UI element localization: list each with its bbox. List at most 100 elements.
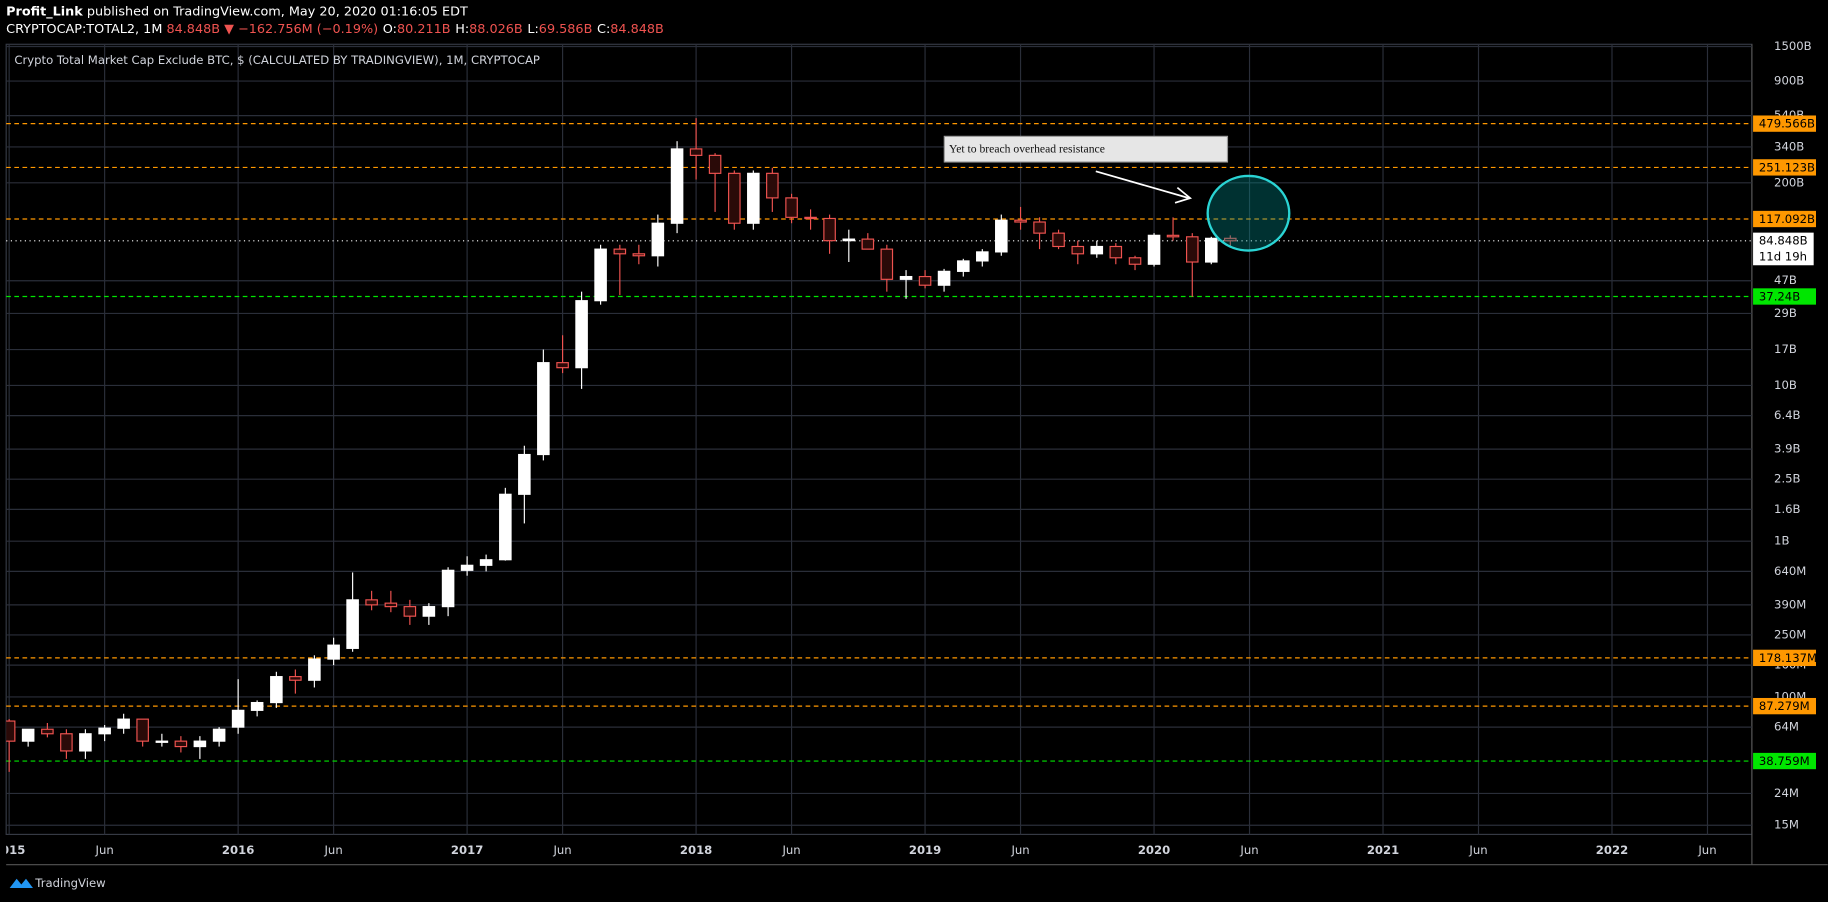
candle-body [1166, 234, 1180, 238]
x-tick-label: 2019 [909, 843, 941, 857]
y-tick-label: 6.4B [1774, 408, 1801, 422]
candle-body [708, 154, 722, 174]
chart-title: Crypto Total Market Cap Exclude BTC, $ (… [14, 53, 540, 67]
y-tick-label: 640M [1774, 564, 1806, 578]
y-tick-label: 1500B [1774, 39, 1812, 53]
footer: TradingView [34, 876, 106, 890]
x-tick-label: 2016 [222, 843, 254, 857]
candle-body [212, 728, 226, 742]
candle-body [41, 728, 54, 735]
candle-body [365, 599, 378, 606]
level-tag-label: 37.24B [1759, 290, 1800, 304]
candle-body [785, 197, 798, 218]
countdown: 11d 19h [1759, 250, 1807, 264]
arrow [1095, 170, 1190, 199]
candle-body [499, 493, 512, 561]
candle-body [193, 740, 207, 748]
candle-body [613, 248, 627, 255]
candle-body [21, 728, 35, 742]
candle-body [556, 362, 569, 369]
highlight-circle [1206, 174, 1291, 252]
last-price-tag [1753, 232, 1814, 266]
candle-body [766, 172, 779, 199]
y-tick-label: 1B [1774, 534, 1789, 548]
y-tick-label: 15M [1774, 818, 1799, 832]
header-line: Profit_Link published on TradingView.com… [6, 4, 468, 19]
candle-body [995, 219, 1008, 253]
y-tick-label: 390M [1774, 597, 1806, 611]
candle-body [231, 709, 245, 728]
candle-body [747, 172, 760, 224]
candle-body [60, 733, 73, 752]
candle-body [1185, 236, 1199, 263]
candle-body [155, 740, 169, 743]
x-tick-label: Jun [552, 843, 571, 857]
ohlc-label: H: [455, 22, 469, 37]
grid [6, 44, 1752, 835]
x-tick-label: Jun [324, 843, 343, 857]
ohlc-label: C: [597, 22, 610, 37]
y-tick-label: 29B [1774, 306, 1797, 320]
candle-body [174, 740, 188, 748]
level-tag-label: 251.123B [1759, 160, 1815, 174]
candle-body [1205, 237, 1218, 263]
y-tick-label: 1.6B [1774, 502, 1801, 516]
candle-body [632, 253, 646, 257]
candle-body [6, 720, 16, 742]
x-tick-label: Jun [781, 843, 800, 857]
candle-body [728, 172, 741, 224]
level-tag [1753, 697, 1816, 715]
ohlc-value: 80.211B [397, 22, 451, 37]
candle-body [1033, 221, 1046, 234]
last: 84.848B [166, 22, 220, 37]
candle-body [880, 248, 894, 280]
candle-body [422, 606, 436, 617]
candle-body [384, 602, 398, 608]
x-tick-label: 2018 [680, 843, 712, 857]
x-tick-label: Jun [95, 843, 114, 857]
published: published on TradingView.com, May 20, 20… [87, 4, 468, 19]
candle-body [1128, 257, 1142, 265]
last-price-label: 84.848B [1759, 233, 1808, 247]
candle-body [460, 564, 474, 571]
candle-body [270, 676, 283, 704]
level-tag-label: 479.566B [1759, 117, 1815, 131]
y-tick-label: 64M [1774, 720, 1799, 734]
candle-body [327, 644, 340, 660]
level-tag-label: 87.279M [1759, 699, 1810, 713]
author: Profit_Link [6, 4, 83, 19]
x-tick-label: Jun [1010, 843, 1029, 857]
y-tick-label: 200B [1774, 175, 1804, 189]
y-tick-label: 2.5B [1774, 472, 1801, 486]
level-tag [1753, 210, 1816, 228]
candle-body [689, 148, 703, 156]
y-tick-label: 3.9B [1774, 442, 1801, 456]
x-tick-label: Jun [1468, 843, 1487, 857]
candle-body [1109, 245, 1123, 259]
level-tag-label: 178.137M [1759, 651, 1817, 665]
symbol-line: CRYPTOCAP:TOTAL2, 1M 84.848B ▼ −162.756M… [6, 22, 664, 37]
candle-body [861, 238, 875, 250]
x-tick-label: Jun [1239, 843, 1258, 857]
candle-body [1147, 234, 1161, 265]
y-tick-label: 17B [1774, 342, 1797, 356]
level-tag [1753, 115, 1816, 132]
candle-body [937, 270, 951, 286]
candle-body [479, 559, 493, 566]
level-tag [1753, 752, 1816, 770]
y-tick-label: 250M [1774, 627, 1806, 641]
candle-body [441, 569, 455, 608]
ohlc-value: 84.848B [610, 22, 664, 37]
candle-body [1090, 245, 1104, 255]
annotation: Yet to breach overhead resistance [949, 142, 1105, 155]
candle-body [403, 606, 417, 617]
candle-body [308, 658, 321, 681]
y-tick-label: 10B [1774, 378, 1797, 392]
axes: 15M24M64M100M160M250M390M640M1B1.6B2.5B3… [6, 39, 1817, 857]
candle-body [594, 248, 607, 302]
candle-body [842, 238, 856, 242]
candle-body [804, 216, 817, 220]
candle-body [79, 733, 92, 752]
level-tag-label: 38.759M [1759, 754, 1810, 768]
